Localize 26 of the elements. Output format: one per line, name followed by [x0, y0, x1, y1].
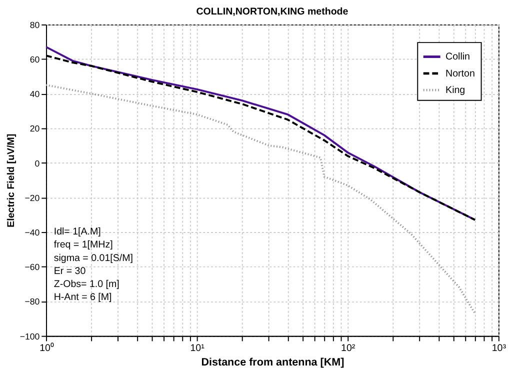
annotation: Idl= 1[A.M] — [54, 226, 102, 238]
annotation: sigma = 0.01[S/M] — [54, 252, 134, 264]
y-tick-label: −100 — [20, 331, 40, 342]
y-tick-label: −80 — [24, 296, 40, 307]
x-tick-label: 10¹ — [190, 343, 206, 354]
annotation: Z-Obs= 1.0 [m] — [54, 278, 120, 290]
annotation: Er = 30 — [54, 266, 86, 277]
legend-label: Collin — [446, 52, 470, 63]
x-tick-label: 10⁰ — [40, 342, 54, 354]
y-tick-label: 80 — [30, 20, 40, 30]
y-axis-title: Electric Field [uV/M] — [6, 134, 17, 228]
y-tick-label: 0 — [34, 158, 40, 168]
y-tick-label: −60 — [24, 262, 40, 272]
x-tick-label: 10² — [341, 343, 356, 354]
legend-label: King — [446, 84, 466, 96]
chart-title: COLLIN,NORTON,KING methode — [196, 6, 349, 18]
y-tick-label: 60 — [30, 54, 40, 64]
x-tick-label: 10³ — [492, 343, 507, 354]
y-tick-label: −40 — [24, 227, 40, 238]
y-tick-label: 20 — [30, 124, 40, 134]
y-tick-label: −20 — [24, 192, 40, 203]
x-axis-title: Distance from antenna [KM] — [201, 356, 344, 369]
annotation: freq = 1[MHz] — [54, 240, 114, 251]
legend-label: Norton — [446, 68, 475, 80]
annotation: H-Ant = 6 [M] — [54, 292, 112, 303]
y-tick-label: 40 — [30, 89, 40, 100]
